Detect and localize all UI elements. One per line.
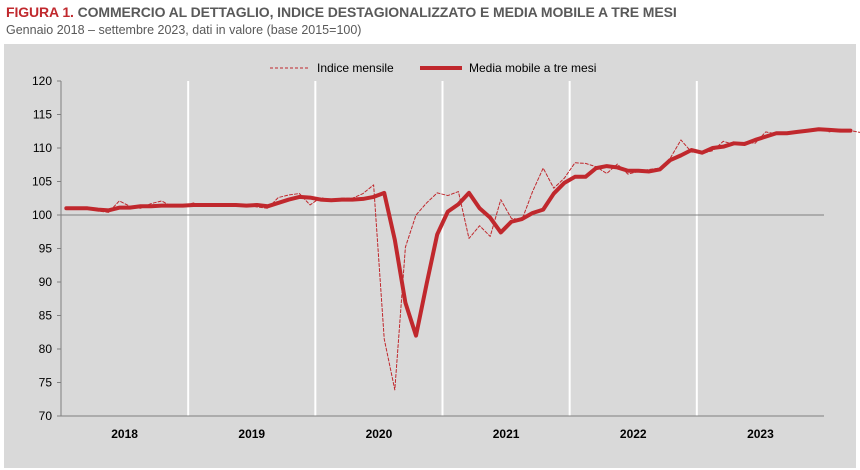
legend-label-monthly-index: Indice mensile (317, 61, 394, 75)
y-tick-label: 95 (39, 242, 53, 256)
series-line-moving-average (64, 127, 853, 338)
y-tick-label: 75 (39, 376, 53, 390)
figure-title: FIGURA 1. COMMERCIO AL DETTAGLIO, INDICE… (6, 4, 677, 20)
y-tick-label: 70 (39, 409, 53, 423)
y-tick-label: 110 (33, 141, 52, 155)
x-tick-label: 2019 (238, 427, 265, 441)
x-tick-label: 2018 (111, 427, 138, 441)
x-tick-label: 2020 (366, 427, 393, 441)
x-tick-label: 2021 (493, 427, 520, 441)
y-tick-label: 100 (32, 208, 52, 222)
x-tick-label: 2023 (747, 427, 774, 441)
y-tick-label: 90 (39, 275, 53, 289)
legend: Indice mensile Media mobile a tre mesi (270, 61, 596, 75)
y-tick-label: 120 (32, 74, 52, 88)
y-tick-label: 115 (33, 108, 52, 122)
figure-subtitle: Gennaio 2018 – settembre 2023, dati in v… (6, 23, 362, 37)
x-tick-label: 2022 (620, 427, 647, 441)
y-tick-label: 85 (39, 309, 53, 323)
figure-title-text: COMMERCIO AL DETTAGLIO, INDICE DESTAGION… (77, 4, 677, 20)
retail-trade-chart: 70 75 80 85 90 95 100 105 110 115 120 2018 2019 2020… (4, 44, 860, 468)
legend-label-moving-average: Media mobile a tre mesi (469, 61, 596, 75)
y-tick-label: 105 (32, 175, 52, 189)
y-tick-label: 80 (39, 342, 53, 356)
figure-label: FIGURA 1. (6, 4, 74, 20)
chart-background (4, 44, 856, 468)
